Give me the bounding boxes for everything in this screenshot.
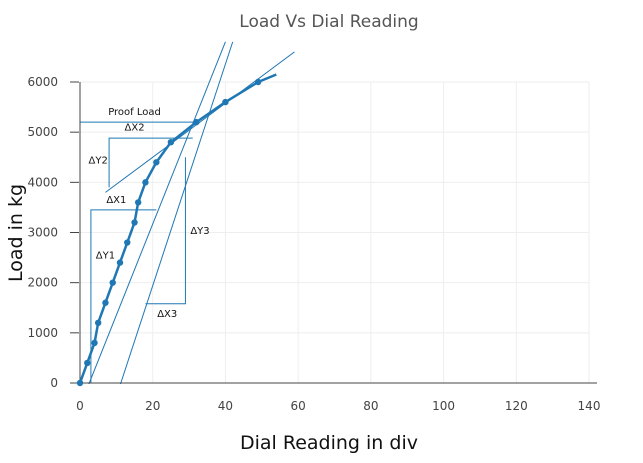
y-tick-label: 6000 <box>27 75 58 89</box>
data-point <box>116 259 124 266</box>
data-point <box>193 118 200 126</box>
annotation-label: ΔY1 <box>96 251 115 262</box>
x-tick-label: 80 <box>363 399 378 413</box>
data-point <box>109 279 116 286</box>
data-point <box>131 219 138 226</box>
data-point <box>94 319 102 326</box>
delta-2 <box>108 137 193 188</box>
grid <box>80 81 590 383</box>
annotation-label: ΔY3 <box>190 226 209 237</box>
axes: 0 20 40 60 80 100 120 140 0 1000 2000 3000 4000 5000 6… <box>27 75 600 413</box>
data-point <box>254 78 262 86</box>
data-point <box>84 359 91 367</box>
annotation-shapes <box>80 41 295 384</box>
x-tick-label: 100 <box>432 399 455 413</box>
x-tick-label: 60 <box>291 399 306 413</box>
y-tick-label: 3000 <box>27 226 58 240</box>
delta-3 <box>145 157 186 305</box>
tangent-3 <box>105 51 295 193</box>
annotation-label: ΔX2 <box>125 123 145 134</box>
tangent-1 <box>88 41 226 384</box>
data-point <box>102 299 109 306</box>
x-tick-label: 0 <box>76 399 84 413</box>
series-line <box>78 73 277 384</box>
data-point <box>153 159 160 166</box>
x-tick-label: 40 <box>218 399 233 413</box>
y-tick-label: 0 <box>50 376 58 390</box>
y-tick-label: 1000 <box>27 326 58 340</box>
x-tick-label: 20 <box>145 399 160 413</box>
x-axis-title: Dial Reading in div <box>240 432 418 454</box>
data-point <box>76 379 84 387</box>
annotation-label: Proof Load <box>108 107 161 118</box>
data-series <box>76 73 277 387</box>
x-tick-label: 140 <box>578 399 601 413</box>
data-point <box>222 98 229 106</box>
data-point <box>142 179 149 186</box>
y-axis-title: Load in kg <box>5 184 27 282</box>
annotation-label: ΔY2 <box>89 155 108 166</box>
data-point <box>167 139 175 146</box>
y-tick-label: 5000 <box>27 125 58 139</box>
annotation-labels: Proof Load ΔX2 ΔY2 ΔX1 ΔY1 ΔY3 ΔX3 <box>89 107 210 320</box>
data-point <box>124 239 131 246</box>
data-point <box>134 199 142 206</box>
tangent-2 <box>119 41 234 384</box>
y-tick-label: 4000 <box>27 175 58 189</box>
annotation-label: ΔX3 <box>157 309 177 320</box>
delta-1 <box>90 209 157 383</box>
x-tick-label: 120 <box>505 399 528 413</box>
chart-title: Load Vs Dial Reading <box>239 12 418 32</box>
annotation-label: ΔX1 <box>106 195 126 206</box>
data-point <box>91 339 98 347</box>
y-tick-label: 2000 <box>27 276 58 290</box>
